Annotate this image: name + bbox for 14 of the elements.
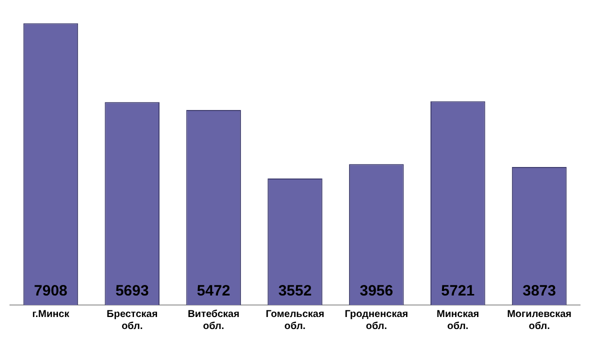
x-tick-label: Брестская обл. (106, 308, 158, 332)
data-label: 5472 (196, 282, 230, 300)
x-tick-label: Гомельская обл. (266, 308, 324, 332)
data-label: 5693 (115, 282, 149, 300)
x-tick-label: Минская обл. (436, 308, 480, 332)
x-tick-label: Гродненская обл. (344, 308, 408, 332)
x-tick-label: Витебская обл. (188, 308, 240, 332)
x-tick-label: г.Минск (32, 308, 70, 320)
data-label: 7908 (34, 282, 68, 300)
data-label: 3873 (522, 282, 556, 300)
x-tick-label: Могилевская обл. (507, 308, 572, 332)
data-label: 3552 (278, 282, 312, 300)
data-label: 3956 (360, 282, 394, 300)
data-label: 5721 (441, 282, 475, 300)
